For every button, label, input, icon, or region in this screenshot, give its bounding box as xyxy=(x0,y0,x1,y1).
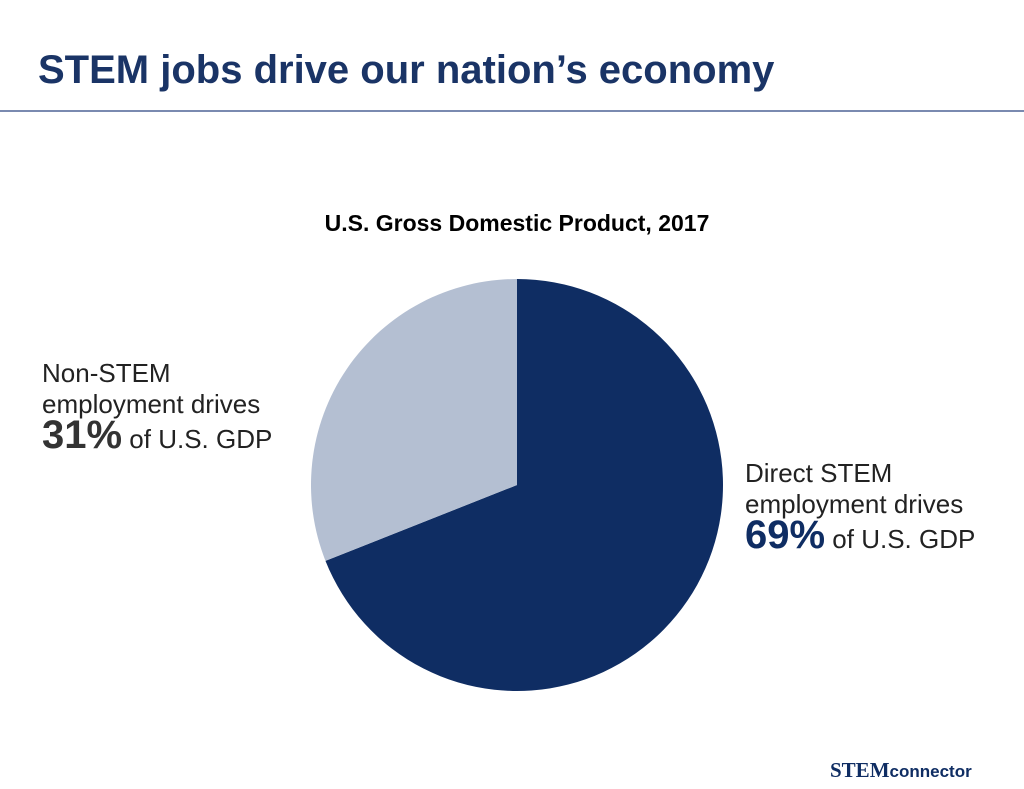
pie-slice xyxy=(325,279,723,691)
logo-bold: STEM xyxy=(830,758,890,782)
slice-label: Non-STEM employment drives 31% of U.S. G… xyxy=(42,358,304,455)
slide-title: STEM jobs drive our nation’s economy xyxy=(38,48,775,92)
title-rule xyxy=(0,110,1024,112)
pie-slice xyxy=(310,279,517,561)
category-label: Non-STEM employment drives xyxy=(42,358,261,419)
logo-rest: connector xyxy=(889,762,972,781)
category-label: Direct STEM employment drives xyxy=(745,458,964,519)
label-note: of U.S. GDP xyxy=(129,424,273,454)
slice-label: Direct STEM employment drives 69% of U.S… xyxy=(745,458,1007,555)
chart-title: U.S. Gross Domestic Product, 2017 xyxy=(324,210,710,236)
logo: STEMconnector xyxy=(830,758,972,783)
label-note: of U.S. GDP xyxy=(832,524,976,554)
value-label: 31% xyxy=(42,413,123,457)
value-label: 69% xyxy=(745,513,826,557)
